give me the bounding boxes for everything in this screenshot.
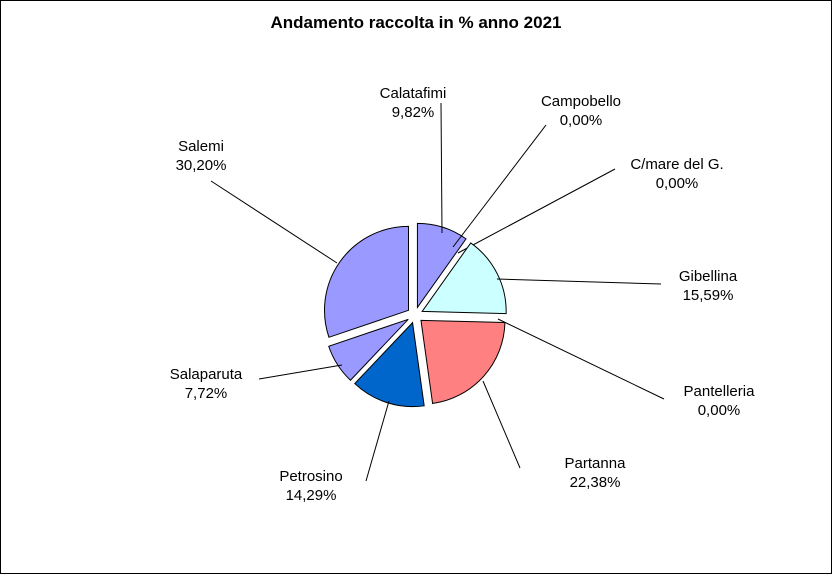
- leader-line-calatafimi: [440, 102, 443, 234]
- slice-value-salaparuta: 7,72%: [185, 385, 228, 402]
- slice-value-c-mare-del-g: 0,00%: [656, 175, 699, 192]
- slice-value-calatafimi: 9,82%: [392, 104, 435, 121]
- leader-line-campobello: [452, 124, 547, 248]
- leader-line-petrosino: [365, 400, 390, 482]
- slice-value-petrosino: 14,29%: [286, 487, 337, 504]
- slice-label-pantelleria: Pantelleria: [684, 383, 756, 400]
- pie-slice-partanna: [420, 319, 506, 405]
- slice-label-calatafimi: Calatafimi: [380, 85, 447, 102]
- slice-value-partanna: 22,38%: [570, 474, 621, 491]
- slice-label-salaparuta: Salaparuta: [170, 366, 243, 383]
- pie-slice-petrosino: [354, 321, 425, 408]
- leader-line-pantelleria: [497, 318, 665, 400]
- slice-label-partanna: Partanna: [565, 455, 627, 472]
- slice-label-c-mare-del-g: C/mare del G.: [630, 156, 723, 173]
- slice-value-pantelleria: 0,00%: [698, 402, 741, 419]
- slice-label-petrosino: Petrosino: [279, 468, 342, 485]
- leader-line-partanna: [482, 380, 521, 469]
- leader-line-salaparuta: [258, 364, 343, 380]
- slice-value-gibellina: 15,59%: [683, 287, 734, 304]
- slice-label-campobello: Campobello: [541, 93, 621, 110]
- slice-value-campobello: 0,00%: [560, 112, 603, 129]
- slice-label-salemi: Salemi: [178, 138, 224, 155]
- leader-line-gibellina: [496, 278, 662, 285]
- pie-slice-calatafimi: [416, 222, 467, 309]
- pie-slice-gibellina: [421, 242, 507, 315]
- leader-line-c-mare-del-g: [457, 168, 616, 254]
- slice-value-salemi: 30,20%: [176, 157, 227, 174]
- pie-slice-salemi: [324, 225, 409, 338]
- chart-title: Andamento raccolta in % anno 2021: [270, 13, 562, 32]
- leader-line-salemi: [210, 180, 338, 264]
- pie-slice-salaparuta: [328, 318, 409, 381]
- slice-label-gibellina: Gibellina: [679, 268, 738, 285]
